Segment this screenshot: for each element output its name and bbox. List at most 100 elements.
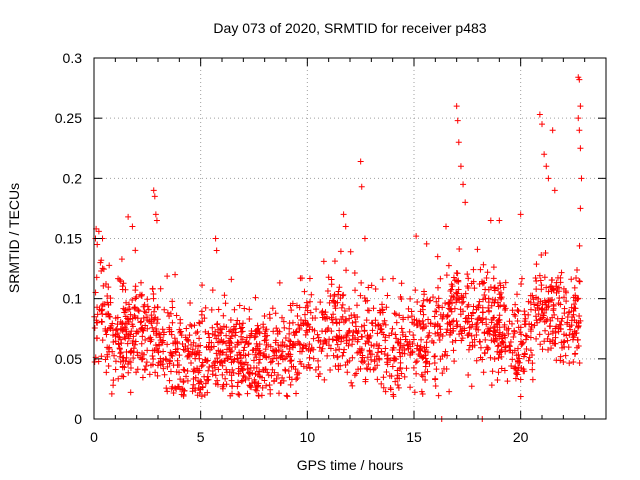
data-point bbox=[564, 337, 571, 344]
data-point bbox=[462, 199, 469, 206]
data-point bbox=[430, 294, 437, 301]
data-point bbox=[199, 362, 206, 369]
data-point bbox=[186, 332, 193, 339]
data-point bbox=[107, 324, 114, 331]
data-point bbox=[149, 285, 156, 292]
data-point bbox=[512, 375, 519, 382]
data-point bbox=[539, 346, 546, 353]
data-point bbox=[525, 357, 532, 364]
data-point bbox=[226, 328, 233, 335]
data-point bbox=[98, 307, 105, 314]
data-point bbox=[549, 337, 556, 344]
data-point bbox=[303, 365, 310, 372]
data-point bbox=[201, 391, 208, 398]
data-point bbox=[206, 334, 213, 341]
data-point bbox=[384, 292, 391, 299]
data-point bbox=[437, 311, 444, 318]
data-point bbox=[523, 346, 530, 353]
data-point bbox=[499, 338, 506, 345]
data-point bbox=[205, 330, 212, 337]
data-point bbox=[192, 385, 199, 392]
data-point bbox=[361, 235, 368, 242]
data-point bbox=[397, 359, 404, 366]
data-point bbox=[99, 337, 106, 344]
data-point bbox=[106, 262, 113, 269]
data-point bbox=[455, 286, 462, 293]
data-point bbox=[351, 270, 358, 277]
data-point bbox=[412, 287, 419, 294]
data-point bbox=[332, 347, 339, 354]
data-point bbox=[551, 187, 558, 194]
data-point bbox=[283, 392, 290, 399]
data-point bbox=[405, 305, 412, 312]
data-point bbox=[154, 320, 161, 327]
data-point bbox=[358, 358, 365, 365]
data-point bbox=[488, 382, 495, 389]
data-point bbox=[234, 383, 241, 390]
data-point bbox=[219, 362, 226, 369]
data-point bbox=[564, 313, 571, 320]
data-point bbox=[539, 121, 545, 128]
data-point bbox=[269, 366, 276, 373]
data-point bbox=[422, 369, 429, 376]
data-point bbox=[116, 353, 123, 360]
data-point bbox=[423, 339, 430, 346]
data-point bbox=[228, 333, 235, 340]
data-point bbox=[487, 217, 494, 224]
data-point bbox=[170, 389, 177, 396]
data-point bbox=[285, 368, 292, 375]
data-point bbox=[518, 338, 525, 345]
data-point bbox=[346, 315, 353, 322]
data-point bbox=[307, 348, 314, 355]
data-point bbox=[261, 330, 268, 337]
data-point bbox=[445, 301, 452, 308]
data-point bbox=[131, 312, 138, 319]
data-point bbox=[272, 310, 279, 317]
data-point bbox=[267, 343, 274, 350]
y-tick-label: 0.05 bbox=[55, 351, 82, 367]
data-point bbox=[177, 316, 184, 323]
data-point bbox=[256, 330, 263, 337]
data-point bbox=[353, 370, 360, 377]
data-point bbox=[349, 382, 356, 389]
y-tick-label: 0.3 bbox=[63, 50, 83, 66]
data-point bbox=[337, 295, 344, 302]
data-point bbox=[474, 320, 481, 327]
data-point bbox=[405, 314, 412, 321]
data-point bbox=[372, 317, 379, 324]
data-point bbox=[414, 342, 421, 349]
data-point bbox=[455, 139, 462, 146]
data-point bbox=[164, 273, 171, 280]
data-point bbox=[417, 343, 424, 350]
data-point bbox=[346, 357, 353, 364]
data-point bbox=[223, 351, 230, 358]
data-point bbox=[576, 242, 583, 249]
data-point bbox=[483, 344, 490, 351]
data-point bbox=[94, 319, 101, 326]
data-point bbox=[226, 342, 233, 349]
data-point bbox=[278, 353, 285, 360]
data-point bbox=[398, 325, 405, 332]
data-point bbox=[265, 372, 272, 379]
data-point bbox=[243, 334, 250, 341]
data-point bbox=[526, 354, 533, 361]
data-point bbox=[422, 359, 429, 366]
data-point bbox=[352, 287, 359, 294]
data-point bbox=[513, 369, 520, 376]
data-point bbox=[273, 355, 280, 362]
data-point bbox=[306, 298, 313, 305]
data-point bbox=[315, 357, 322, 364]
data-point bbox=[125, 332, 132, 339]
data-point bbox=[146, 371, 153, 378]
data-point bbox=[154, 316, 161, 323]
data-point bbox=[143, 362, 150, 369]
data-point bbox=[337, 362, 344, 369]
data-point bbox=[408, 313, 415, 320]
data-point bbox=[188, 359, 195, 366]
data-point bbox=[265, 353, 272, 360]
data-point bbox=[489, 368, 496, 375]
data-point bbox=[527, 292, 534, 299]
data-point bbox=[514, 345, 521, 352]
data-point bbox=[494, 348, 501, 355]
data-point bbox=[419, 325, 426, 332]
